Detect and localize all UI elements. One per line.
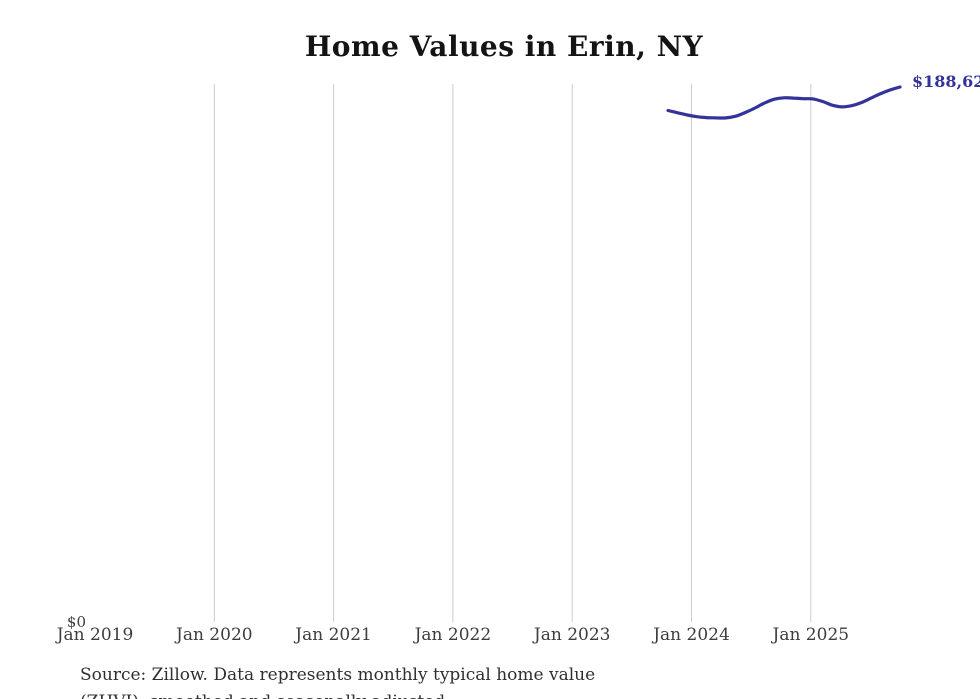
source-caption-line2: (ZHVI), smoothed and seasonally adjusted [80, 692, 445, 699]
x-axis-tick-label: Jan 2024 [653, 625, 730, 645]
latest-value-label: $188,625 [912, 72, 980, 91]
x-axis-tick-label: Jan 2025 [772, 625, 850, 645]
y-axis-zero-label: $0 [66, 613, 86, 631]
chart-title: Home Values in Erin, NY [304, 30, 704, 63]
x-axis-tick-label: Jan 2022 [414, 625, 492, 645]
x-axis-tick-label: Jan 2020 [176, 625, 253, 645]
home-value-trend-line [666, 85, 902, 120]
x-axis-tick-label: Jan 2023 [533, 625, 611, 645]
x-axis-tick-label: Jan 2019 [56, 625, 134, 645]
source-caption-line1: Source: Zillow. Data represents monthly … [80, 665, 596, 685]
year-gridlines [213, 84, 812, 622]
x-axis-tick-label: Jan 2021 [295, 625, 372, 645]
